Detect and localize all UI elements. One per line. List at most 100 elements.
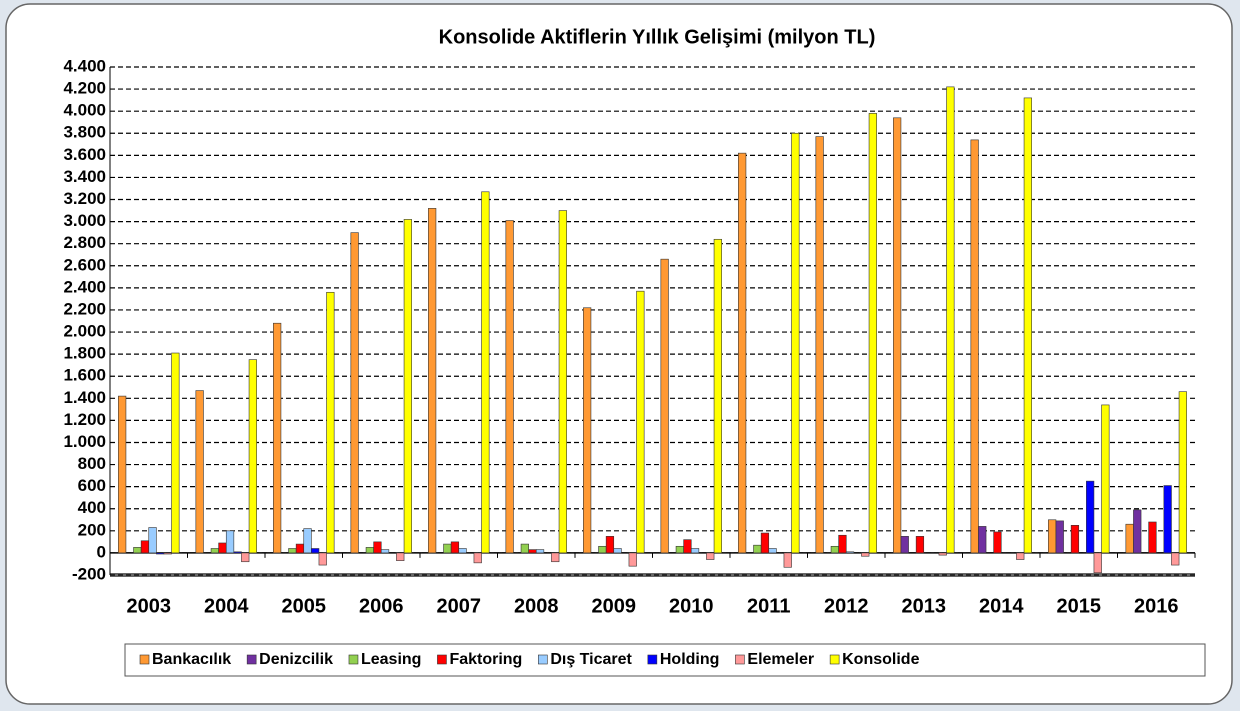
bar	[636, 290, 645, 554]
legend-label: Bankacılık	[152, 651, 231, 668]
bar	[350, 232, 359, 554]
bar	[380, 549, 390, 554]
y-tick-label: 4.400	[63, 56, 106, 75]
bar	[760, 532, 770, 554]
legend-label: Dış Ticaret	[550, 651, 632, 668]
bar	[396, 552, 405, 561]
bar	[481, 191, 490, 554]
y-tick-label: 1.200	[63, 410, 106, 429]
bar	[218, 542, 227, 554]
bar	[978, 526, 987, 554]
bar	[428, 208, 437, 554]
y-tick-label: 4.200	[63, 79, 106, 98]
bar	[473, 552, 482, 564]
x-tick-label: 2007	[437, 595, 482, 617]
bar	[520, 543, 529, 554]
bar	[830, 545, 839, 554]
y-tick-label: 1.000	[63, 432, 106, 451]
bar	[583, 307, 592, 554]
bar	[838, 534, 847, 554]
floor	[110, 573, 1195, 577]
bar	[443, 543, 452, 554]
legend-swatch	[437, 654, 447, 665]
bar	[273, 322, 282, 554]
legend-swatch	[139, 654, 150, 665]
bar	[311, 548, 320, 554]
bar	[938, 552, 947, 556]
bar	[163, 552, 172, 555]
y-tick-label: 800	[78, 454, 106, 473]
y-tick-label: 2.200	[63, 299, 106, 318]
y-tick-label: -200	[72, 564, 106, 583]
y-tick-label: 2.600	[63, 255, 106, 274]
y-tick-label: 2.800	[63, 233, 106, 252]
y-tick-label: 2.400	[63, 277, 106, 296]
legend-label: Elemeler	[747, 651, 814, 668]
bar	[970, 139, 979, 554]
bar	[225, 530, 235, 554]
bar	[893, 117, 902, 554]
legend-swatch	[246, 654, 257, 665]
y-tick-label: 3.600	[63, 145, 106, 164]
bar	[303, 528, 312, 554]
x-tick-label: 2008	[514, 595, 559, 617]
y-tick-label: 1.800	[63, 344, 106, 363]
bar	[993, 531, 1002, 554]
bar	[241, 552, 250, 563]
x-tick-label: 2015	[1057, 595, 1102, 617]
y-tick-label: 600	[78, 476, 106, 495]
bar	[628, 552, 637, 567]
bar	[1148, 521, 1157, 554]
bar	[295, 543, 305, 554]
x-tick-label: 2011	[747, 595, 790, 617]
bar	[1163, 485, 1172, 554]
bar	[815, 136, 824, 554]
bar	[683, 539, 692, 554]
bar	[558, 210, 567, 554]
bar	[783, 552, 792, 568]
y-tick-label: 1.400	[63, 388, 106, 407]
bar	[1178, 391, 1187, 554]
bar	[450, 541, 460, 554]
y-tick-label: 400	[78, 498, 106, 517]
bar	[768, 548, 777, 554]
bar	[551, 552, 560, 563]
bar	[365, 547, 374, 554]
legend-swatch	[735, 654, 745, 665]
x-tick-label: 2013	[902, 595, 947, 617]
bar	[900, 536, 909, 554]
bar	[118, 395, 127, 554]
bar	[660, 258, 669, 554]
x-tick-label: 2003	[127, 595, 172, 617]
y-tick-label: 3.000	[63, 211, 106, 230]
bar	[248, 359, 257, 554]
bar	[861, 552, 870, 557]
x-tick-label: 2014	[979, 595, 1024, 617]
x-tick-label: 2006	[359, 595, 404, 617]
bar	[133, 547, 142, 554]
bar	[1171, 552, 1180, 566]
bar	[738, 152, 747, 554]
bar	[1101, 404, 1110, 554]
bar	[946, 86, 955, 554]
bar	[326, 291, 335, 554]
legend-swatch	[829, 654, 840, 665]
x-tick-label: 2012	[824, 595, 869, 617]
bar	[1023, 97, 1032, 554]
y-tick-label: 4.000	[63, 101, 106, 120]
legend-box	[124, 643, 1206, 677]
bar	[915, 536, 925, 554]
y-tick-label: 3.400	[63, 167, 106, 186]
legend-swatch	[348, 654, 359, 665]
bar	[233, 551, 242, 554]
bar	[195, 390, 204, 554]
bar	[598, 545, 607, 554]
bar	[690, 548, 700, 554]
bar	[140, 540, 150, 554]
bar	[753, 544, 762, 554]
y-tick-label: 3.800	[63, 123, 106, 142]
x-tick-label: 2004	[204, 595, 249, 617]
legend-label: Leasing	[361, 651, 421, 668]
bar	[845, 551, 855, 554]
